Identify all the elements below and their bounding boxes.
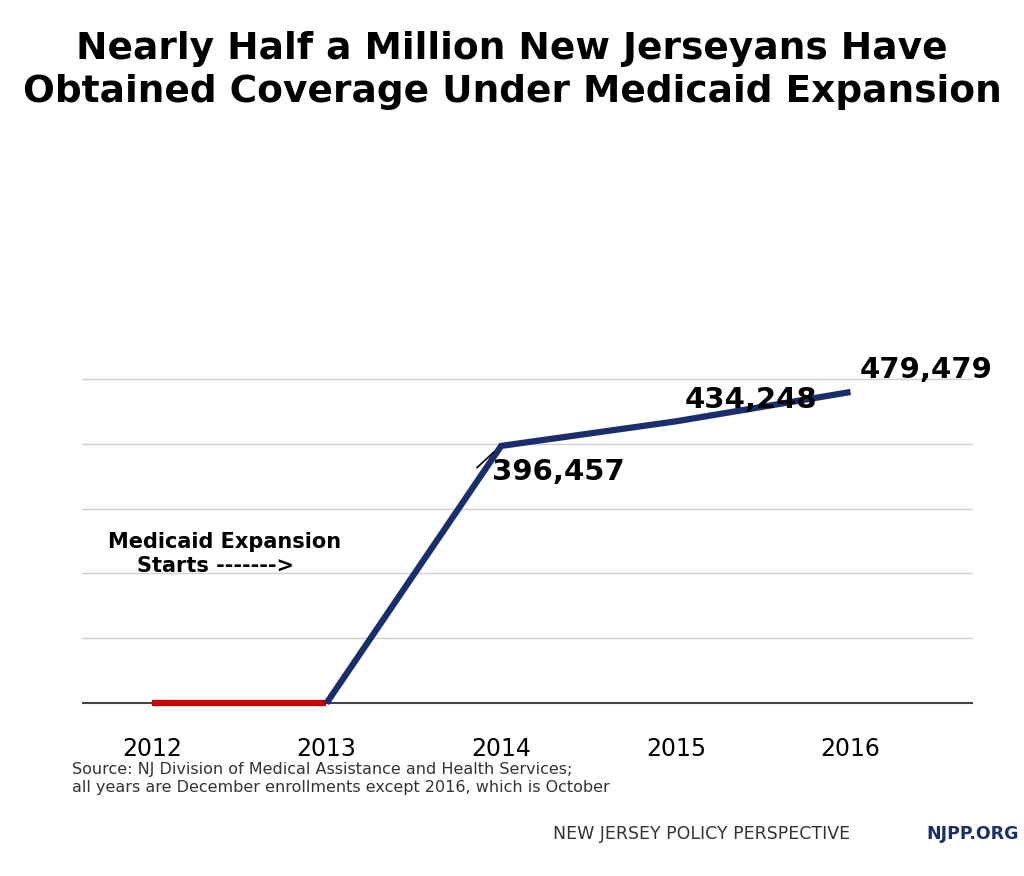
Text: Medicaid Expansion
    Starts ------->: Medicaid Expansion Starts ------->	[109, 533, 341, 576]
Text: Nearly Half a Million New Jerseyans Have
Obtained Coverage Under Medicaid Expans: Nearly Half a Million New Jerseyans Have…	[23, 31, 1001, 110]
Text: NEW JERSEY POLICY PERSPECTIVE: NEW JERSEY POLICY PERSPECTIVE	[553, 824, 850, 843]
Text: 396,457: 396,457	[493, 457, 626, 485]
Text: NJPP.ORG: NJPP.ORG	[927, 824, 1019, 843]
Text: Source: NJ Division of Medical Assistance and Health Services;
all years are Dec: Source: NJ Division of Medical Assistanc…	[72, 762, 609, 795]
Text: 479,479: 479,479	[859, 357, 992, 385]
Text: 434,248: 434,248	[685, 385, 817, 413]
